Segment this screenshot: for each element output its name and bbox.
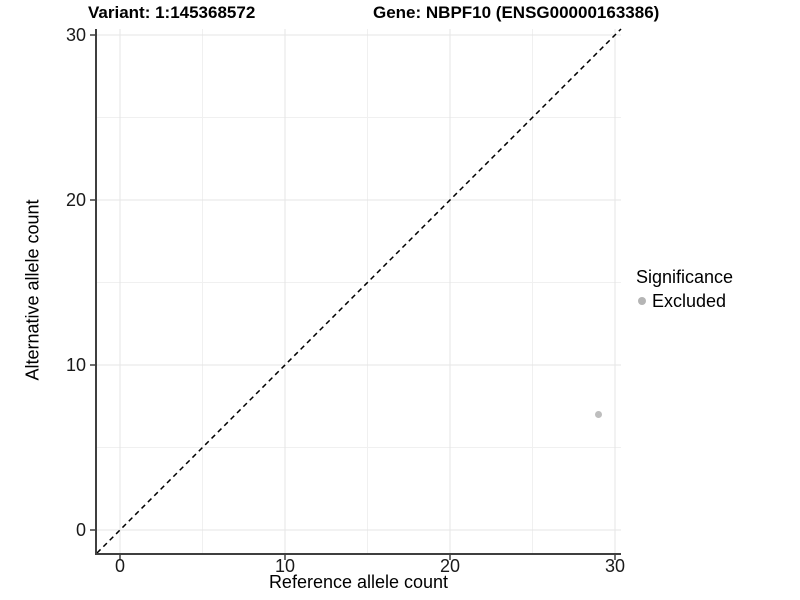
y-tick-label: 20: [66, 190, 86, 210]
legend-point-icon: [638, 297, 646, 305]
x-tick-label: 10: [275, 556, 295, 576]
plot-title-variant: Variant: 1:145368572: [88, 3, 256, 22]
y-axis-title: Alternative allele count: [22, 199, 43, 381]
x-axis-title: Reference allele count: [268, 572, 449, 592]
identity-reference-line: [96, 28, 622, 554]
legend-item-excluded: Excluded: [636, 290, 733, 312]
y-tick-label: 0: [76, 520, 86, 540]
x-tick-label: 30: [605, 556, 625, 576]
y-tick-label: 10: [66, 355, 86, 375]
x-tick-label: 0: [115, 556, 125, 576]
legend: Significance Excluded: [636, 266, 733, 312]
y-tick-label: 30: [66, 25, 86, 45]
plot-title-gene: Gene: NBPF10 (ENSG00000163386): [373, 3, 660, 22]
x-tick-label: 20: [440, 556, 460, 576]
legend-title: Significance: [636, 267, 734, 287]
data-point: [595, 411, 602, 418]
legend-item-label: Excluded: [652, 291, 727, 311]
